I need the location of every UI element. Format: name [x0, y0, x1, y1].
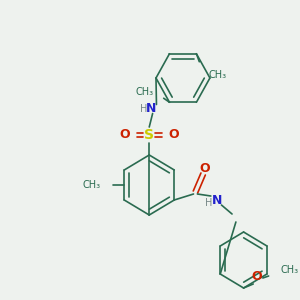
Text: O: O [119, 128, 130, 142]
Text: CH₃: CH₃ [136, 87, 154, 97]
Text: CH₃: CH₃ [280, 265, 298, 275]
Text: CH₃: CH₃ [209, 70, 227, 80]
Text: H: H [205, 198, 213, 208]
Text: O: O [252, 269, 262, 283]
Text: N: N [212, 194, 222, 206]
Text: H: H [140, 103, 148, 113]
Text: CH₃: CH₃ [83, 180, 101, 190]
Text: S: S [144, 128, 154, 142]
Text: N: N [146, 102, 156, 115]
Text: O: O [200, 161, 210, 175]
Text: O: O [169, 128, 179, 142]
